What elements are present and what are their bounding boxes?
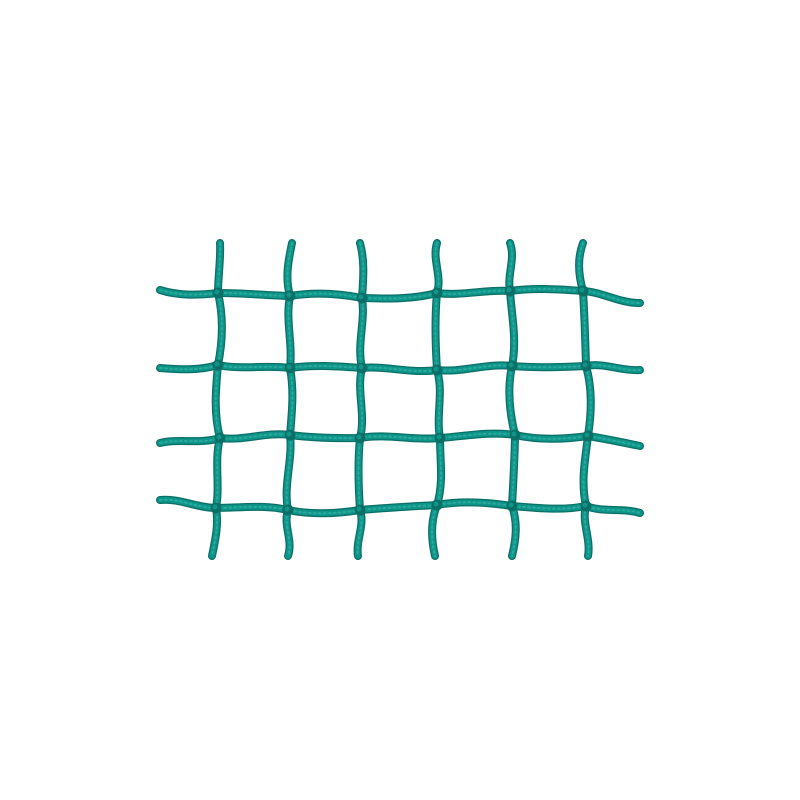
knot-highlight-r3-c4 (436, 434, 442, 440)
knot-highlight-r4-c3 (356, 506, 362, 512)
knot-layer (210, 285, 594, 516)
knot-highlight-r2-c1 (214, 361, 220, 367)
knot-highlight-r3-c5 (511, 431, 517, 437)
knot-highlight-r4-c6 (582, 502, 588, 508)
knot-highlight-r2-c2 (286, 364, 292, 370)
knot-highlight-r4-c5 (508, 502, 514, 508)
knot-highlight-r1-c5 (506, 287, 512, 293)
horizontal-cord-1-twist (159, 288, 641, 305)
knot-highlight-r2-c4 (433, 366, 439, 372)
knot-highlight-r1-c1 (214, 289, 220, 295)
knot-highlight-r1-c2 (286, 292, 292, 298)
knot-highlight-r4-c4 (433, 501, 439, 507)
knot-highlight-r3-c2 (286, 431, 292, 437)
knot-highlight-r4-c1 (212, 504, 218, 510)
knot-highlight-r2-c5 (508, 362, 514, 368)
knot-highlight-r3-c6 (584, 432, 590, 438)
knot-highlight-r1-c4 (433, 289, 439, 295)
knot-highlight-r3-c1 (216, 434, 222, 440)
knot-highlight-r4-c2 (284, 506, 290, 512)
horizontal-cord-3-twist (159, 432, 641, 447)
knot-highlight-r3-c3 (356, 434, 362, 440)
knot-highlight-r2-c3 (358, 364, 364, 370)
knot-highlight-r1-c6 (579, 287, 585, 293)
horizontal-cord-4-twist (159, 498, 641, 515)
knot-highlight-r2-c6 (582, 362, 588, 368)
horizontal-cord-2-twist (159, 363, 641, 373)
knot-highlight-r1-c3 (358, 294, 364, 300)
